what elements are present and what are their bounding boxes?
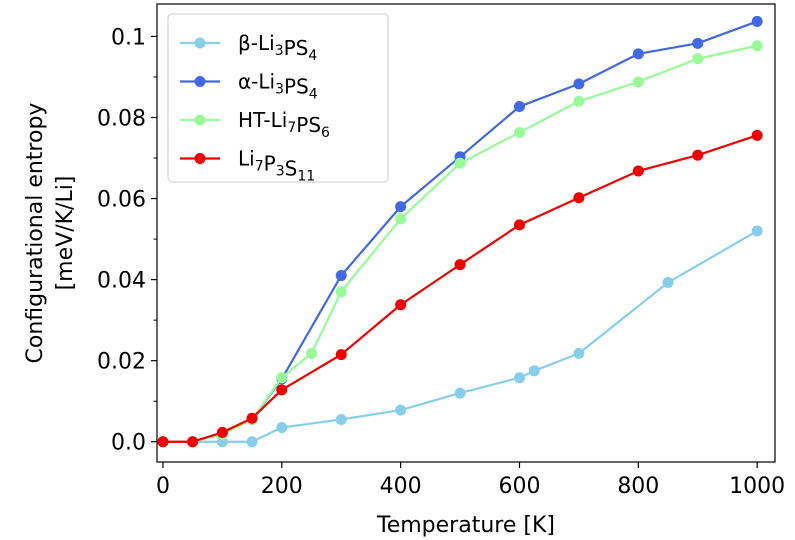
data-point xyxy=(335,349,347,361)
data-point xyxy=(513,219,525,231)
data-point xyxy=(246,436,258,448)
y-axis-ticks: 0.0 0.02 0.04 0.06 0.08 0.1 xyxy=(97,25,157,456)
data-point xyxy=(751,225,763,237)
series-3 xyxy=(157,129,763,448)
data-point xyxy=(632,165,644,177)
data-point xyxy=(454,387,466,399)
data-point xyxy=(751,40,763,52)
legend-marker xyxy=(194,114,206,126)
data-point xyxy=(751,129,763,141)
data-point xyxy=(276,372,288,384)
y-tick-label: 0.0 xyxy=(111,431,146,456)
x-tick-label: 1000 xyxy=(729,474,785,499)
y-tick-label: 0.02 xyxy=(97,350,146,375)
data-point xyxy=(395,201,407,213)
x-tick-label: 0 xyxy=(156,474,170,499)
data-point xyxy=(276,422,288,434)
data-point xyxy=(662,276,674,288)
data-point xyxy=(395,404,407,416)
x-axis-ticks: 0 200 400 600 800 1000 xyxy=(156,462,785,499)
data-point xyxy=(335,413,347,425)
legend-marker xyxy=(194,76,206,87)
data-point xyxy=(632,76,644,88)
data-point xyxy=(573,192,585,204)
data-point xyxy=(573,347,585,359)
data-point xyxy=(454,157,466,169)
y-tick-label: 0.04 xyxy=(97,269,146,294)
legend-marker xyxy=(194,37,206,49)
data-point xyxy=(306,347,317,359)
data-point xyxy=(692,53,704,65)
y-axis-label-line1: Configurational entropy xyxy=(23,103,48,364)
data-point xyxy=(335,270,347,282)
data-point xyxy=(246,412,258,424)
x-tick-label: 800 xyxy=(617,474,659,499)
data-point xyxy=(513,126,525,138)
data-point xyxy=(751,15,763,27)
data-point xyxy=(528,365,540,377)
data-point xyxy=(335,286,347,298)
y-tick-label: 0.08 xyxy=(97,106,146,131)
x-tick-label: 200 xyxy=(261,474,303,499)
plot-frame xyxy=(156,3,776,463)
data-point xyxy=(395,213,407,225)
y-axis-label-line2: [meV/K/Li] xyxy=(53,176,78,291)
legend-item: β-Li3PS4 xyxy=(180,31,317,64)
data-point xyxy=(573,78,585,90)
data-point xyxy=(157,436,169,448)
legend-item: Li7P3S11 xyxy=(180,147,315,185)
data-point xyxy=(692,37,704,49)
data-point xyxy=(395,299,407,311)
legend-item: α-Li3PS4 xyxy=(180,70,318,103)
series-0 xyxy=(157,225,763,448)
data-point xyxy=(513,101,525,113)
legend-label: β-Li3PS4 xyxy=(238,31,317,64)
data-point xyxy=(187,436,199,448)
data-point xyxy=(632,48,644,60)
x-tick-label: 600 xyxy=(498,474,540,499)
x-tick-label: 400 xyxy=(380,474,422,499)
legend-label: α-Li3PS4 xyxy=(238,70,318,103)
y-tick-label: 0.06 xyxy=(97,188,146,213)
data-point xyxy=(513,372,525,384)
legend-label: Li7P3S11 xyxy=(238,147,315,185)
y-tick-label: 0.1 xyxy=(111,25,146,50)
data-point xyxy=(573,95,585,107)
data-point xyxy=(454,259,466,271)
legend-frame xyxy=(167,13,389,183)
legend-label: HT-Li7PS6 xyxy=(238,108,330,141)
data-point xyxy=(692,149,704,161)
x-axis-label: Temperature [K] xyxy=(376,513,555,538)
series-layer xyxy=(157,15,763,448)
data-point xyxy=(216,426,228,438)
legend-marker xyxy=(194,153,206,164)
legend: β-Li3PS4 α-Li3PS4 HT-Li7PS6 Li7P3S11 xyxy=(167,13,389,185)
data-point xyxy=(276,384,288,396)
legend-item: HT-Li7PS6 xyxy=(180,108,330,141)
